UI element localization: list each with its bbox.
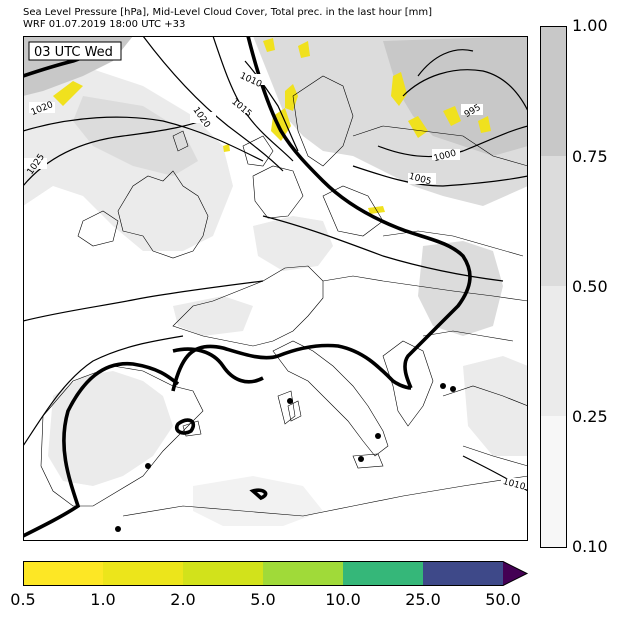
precipitation-colorbar [23,561,529,586]
time-label: 03 UTC Wed [34,45,113,60]
cloud-cover-colorbar [540,26,567,548]
precip-tick-label: 0.5 [10,590,36,609]
contour-dots [115,383,456,532]
cloud-bar-segment [540,416,567,548]
map-title: Sea Level Pressure [hPa], Mid-Level Clou… [23,7,433,18]
cloud-tick-label: 0.10 [572,537,608,556]
precip-bar-segment [423,561,503,586]
cloud-bar-segment [540,26,567,156]
precip-bar-segment [23,561,103,586]
coastlines [40,75,528,517]
precip-tick-label: 2.0 [170,590,196,609]
precip-bar-segment [263,561,343,586]
precip-bar-extension [503,561,527,586]
precip-tick-label: 10.0 [325,590,361,609]
cloud-tick-label: 0.75 [572,147,608,166]
precip-bar-segment [103,561,183,586]
thick-contour [23,36,472,538]
precip-tick-label: 50.0 [485,590,521,609]
precip-bar-segment [183,561,263,586]
map-subtitle: WRF 01.07.2019 18:00 UTC +33 [23,19,186,30]
cloud-bar-segment [540,156,567,286]
cloud-tick-label: 0.50 [572,277,608,296]
time-box: 03 UTC Wed [28,41,122,61]
precipitation [53,38,491,214]
cloud-tick-label: 0.25 [572,407,608,426]
precip-tick-label: 1.0 [90,590,116,609]
cloud-bar-segment [540,286,567,416]
precip-tick-label: 25.0 [405,590,441,609]
precip-bar-segment [343,561,423,586]
weather-map: 1020 1025 1010 1015 1020 995 1000 1005 1… [23,36,528,541]
precip-tick-label: 5.0 [250,590,276,609]
cloud-tick-label: 1.00 [572,16,608,35]
